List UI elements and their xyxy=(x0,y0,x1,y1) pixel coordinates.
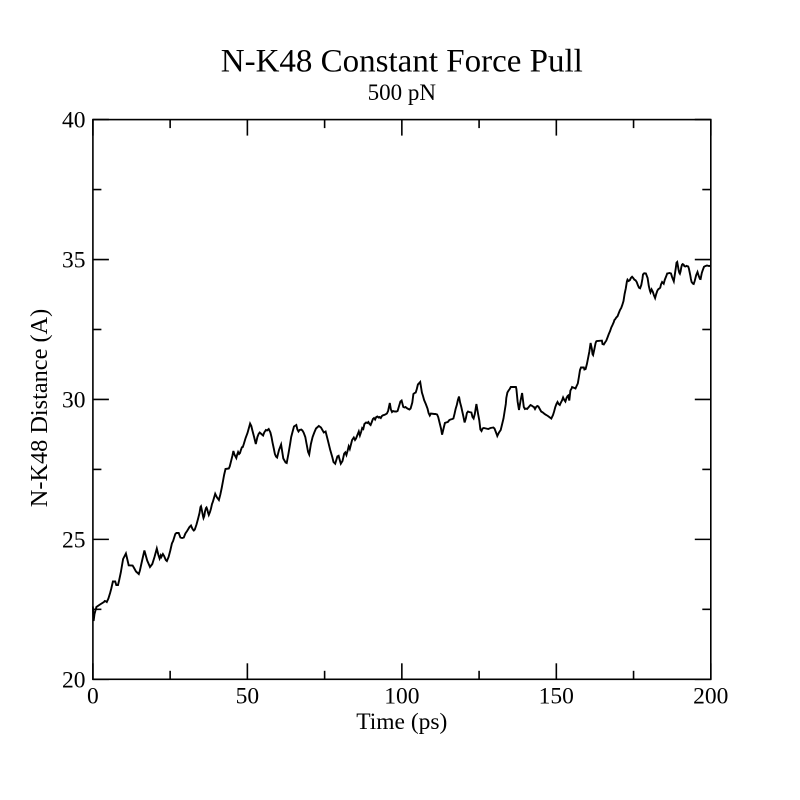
svg-text:25: 25 xyxy=(62,527,86,553)
svg-text:Time (ps): Time (ps) xyxy=(356,709,447,735)
svg-text:0: 0 xyxy=(87,683,99,709)
svg-text:40: 40 xyxy=(62,108,86,134)
svg-text:N-K48 Distance (A): N-K48 Distance (A) xyxy=(26,309,53,507)
svg-text:150: 150 xyxy=(539,683,574,709)
svg-text:200: 200 xyxy=(693,683,728,709)
svg-text:20: 20 xyxy=(62,667,86,693)
svg-text:50: 50 xyxy=(236,683,260,709)
svg-text:N-K48 Constant Force Pull: N-K48 Constant Force Pull xyxy=(221,44,583,80)
svg-text:35: 35 xyxy=(62,248,86,274)
svg-text:100: 100 xyxy=(384,683,419,709)
svg-text:30: 30 xyxy=(62,387,86,413)
svg-text:500 pN: 500 pN xyxy=(368,80,437,105)
